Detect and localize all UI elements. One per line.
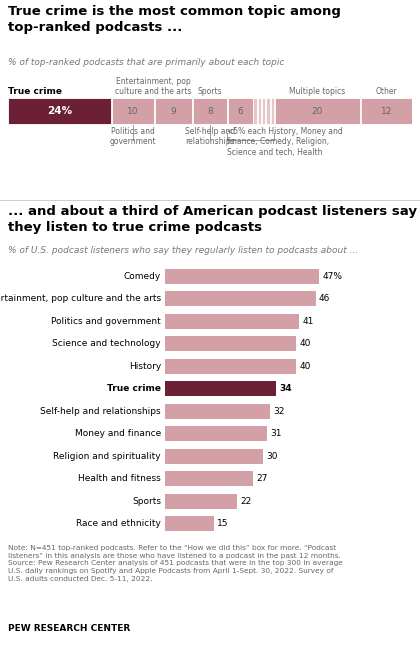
FancyBboxPatch shape <box>275 98 360 124</box>
Text: True crime: True crime <box>8 87 62 96</box>
Text: Multiple topics: Multiple topics <box>289 87 346 96</box>
FancyBboxPatch shape <box>262 98 265 124</box>
Text: Religion and spirituality: Religion and spirituality <box>53 452 161 461</box>
Text: 15: 15 <box>218 519 229 528</box>
Text: 46: 46 <box>319 294 331 303</box>
Text: 30: 30 <box>267 452 278 461</box>
FancyBboxPatch shape <box>258 98 261 124</box>
Text: 8: 8 <box>207 106 213 115</box>
Text: 40: 40 <box>299 362 311 371</box>
Text: 32: 32 <box>273 407 284 416</box>
Text: Health and fitness: Health and fitness <box>78 474 161 483</box>
Bar <box>165 426 267 441</box>
Text: 10: 10 <box>127 106 138 115</box>
FancyBboxPatch shape <box>193 98 227 124</box>
Text: 24%: 24% <box>47 106 72 116</box>
Text: Other: Other <box>375 87 397 96</box>
Text: ... and about a third of American podcast listeners say
they listen to true crim: ... and about a third of American podcas… <box>8 205 417 233</box>
Text: Entertainment, pop
culture and the arts: Entertainment, pop culture and the arts <box>115 76 191 96</box>
Text: True crime is the most common topic among
top-ranked podcasts ...: True crime is the most common topic amon… <box>8 5 341 34</box>
Text: 6: 6 <box>237 106 243 115</box>
Text: Self-help and
relationships: Self-help and relationships <box>185 127 235 146</box>
Text: 9: 9 <box>171 106 176 115</box>
Text: % of U.S. podcast listeners who say they regularly listen to podcasts about ...: % of U.S. podcast listeners who say they… <box>8 246 358 255</box>
Text: 41: 41 <box>302 317 314 326</box>
Bar <box>165 336 296 351</box>
Text: Comedy: Comedy <box>124 272 161 281</box>
Text: 20: 20 <box>312 106 323 115</box>
Bar <box>165 404 270 419</box>
Text: Science and technology: Science and technology <box>52 340 161 348</box>
Bar <box>165 516 214 531</box>
Text: Race and ethnicity: Race and ethnicity <box>76 519 161 528</box>
Text: <5% each History, Money and
finance, Comedy, Religion,
Science and tech, Health: <5% each History, Money and finance, Com… <box>227 127 343 157</box>
Text: % of top-ranked podcasts that are primarily about each topic: % of top-ranked podcasts that are primar… <box>8 58 284 67</box>
Text: Politics and
government: Politics and government <box>109 127 156 146</box>
Bar <box>165 382 276 396</box>
Text: Note: N=451 top-ranked podcasts. Refer to the “How we did this” box for more. “P: Note: N=451 top-ranked podcasts. Refer t… <box>8 545 343 582</box>
Text: Money and finance: Money and finance <box>75 429 161 438</box>
Bar <box>165 292 316 306</box>
FancyBboxPatch shape <box>155 98 192 124</box>
Bar <box>165 449 263 463</box>
Text: Sports: Sports <box>198 87 222 96</box>
Text: True crime: True crime <box>107 384 161 393</box>
Text: 47%: 47% <box>322 272 342 281</box>
Bar <box>165 359 296 373</box>
FancyBboxPatch shape <box>361 98 412 124</box>
Text: 40: 40 <box>299 340 311 348</box>
Bar <box>165 472 253 486</box>
FancyBboxPatch shape <box>253 98 257 124</box>
Text: History: History <box>129 362 161 371</box>
FancyBboxPatch shape <box>228 98 252 124</box>
Text: Entertainment, pop culture and the arts: Entertainment, pop culture and the arts <box>0 294 161 303</box>
Text: 27: 27 <box>257 474 268 483</box>
FancyBboxPatch shape <box>8 98 111 124</box>
FancyBboxPatch shape <box>112 98 154 124</box>
Text: 22: 22 <box>240 497 252 505</box>
Text: 34: 34 <box>280 384 292 393</box>
FancyBboxPatch shape <box>266 98 270 124</box>
Bar <box>165 494 237 509</box>
Bar <box>165 269 319 284</box>
Text: 31: 31 <box>270 429 281 438</box>
Text: Politics and government: Politics and government <box>51 317 161 326</box>
Text: PEW RESEARCH CENTER: PEW RESEARCH CENTER <box>8 624 130 633</box>
Bar <box>165 314 299 329</box>
Text: Sports: Sports <box>132 497 161 505</box>
Text: 12: 12 <box>381 106 392 115</box>
FancyBboxPatch shape <box>270 98 274 124</box>
Text: Self-help and relationships: Self-help and relationships <box>40 407 161 416</box>
